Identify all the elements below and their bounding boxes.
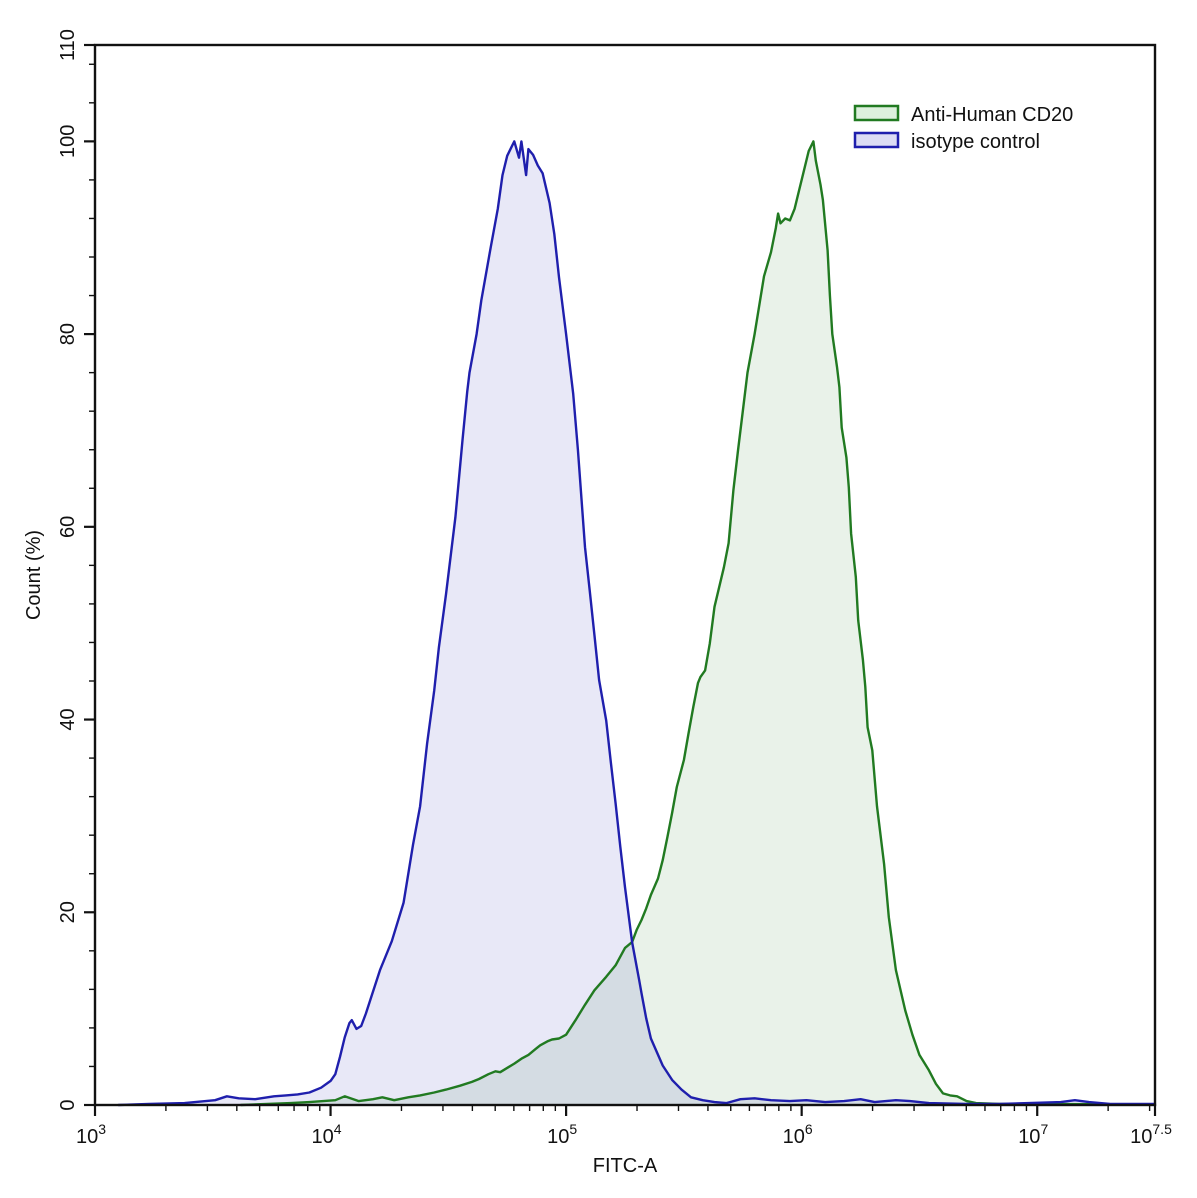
series-strokes bbox=[117, 140, 1157, 1107]
series-cd20-curve bbox=[239, 140, 1157, 1107]
y-tick-label: 60 bbox=[57, 516, 79, 538]
x-tick-label: 103 bbox=[76, 1121, 106, 1148]
legend-swatch-cd20-icon bbox=[853, 104, 900, 122]
y-axis-ticks: 0 20 40 60 80 100 110 bbox=[57, 29, 95, 1111]
legend-entry-cd20: Anti-Human CD20 bbox=[853, 104, 1073, 126]
legend-label-cd20: Anti-Human CD20 bbox=[911, 104, 1073, 126]
y-tick-label: 100 bbox=[57, 125, 79, 158]
legend-swatch-isotype-icon bbox=[853, 131, 900, 149]
y-tick-label: 80 bbox=[57, 323, 79, 345]
x-tick-label: 104 bbox=[312, 1121, 342, 1148]
legend-label-isotype: isotype control bbox=[911, 131, 1040, 153]
y-axis-title: Count (%) bbox=[23, 530, 45, 620]
x-tick-label: 107 bbox=[1018, 1121, 1048, 1148]
series-areas bbox=[118, 141, 1156, 1105]
legend: Anti-Human CD20 isotype control bbox=[853, 104, 1073, 153]
plot-frame bbox=[93, 43, 1157, 1107]
x-tick-label: 105 bbox=[547, 1121, 577, 1148]
legend-entry-isotype: isotype control bbox=[853, 131, 1040, 153]
x-axis-title: FITC-A bbox=[593, 1155, 658, 1177]
x-axis-ticks: 103 104 105 106 107 107.5 bbox=[76, 1105, 1172, 1148]
x-tick-label: 106 bbox=[783, 1121, 813, 1148]
y-tick-label: 40 bbox=[57, 708, 79, 730]
y-tick-label: 110 bbox=[57, 29, 79, 61]
series-cd20-area bbox=[241, 141, 1155, 1105]
plot-border bbox=[93, 43, 1157, 1107]
y-tick-label: 0 bbox=[57, 1099, 79, 1110]
series-isotype-curve bbox=[117, 140, 1157, 1107]
y-tick-label: 20 bbox=[57, 901, 79, 923]
x-tick-label: 107.5 bbox=[1130, 1121, 1172, 1148]
